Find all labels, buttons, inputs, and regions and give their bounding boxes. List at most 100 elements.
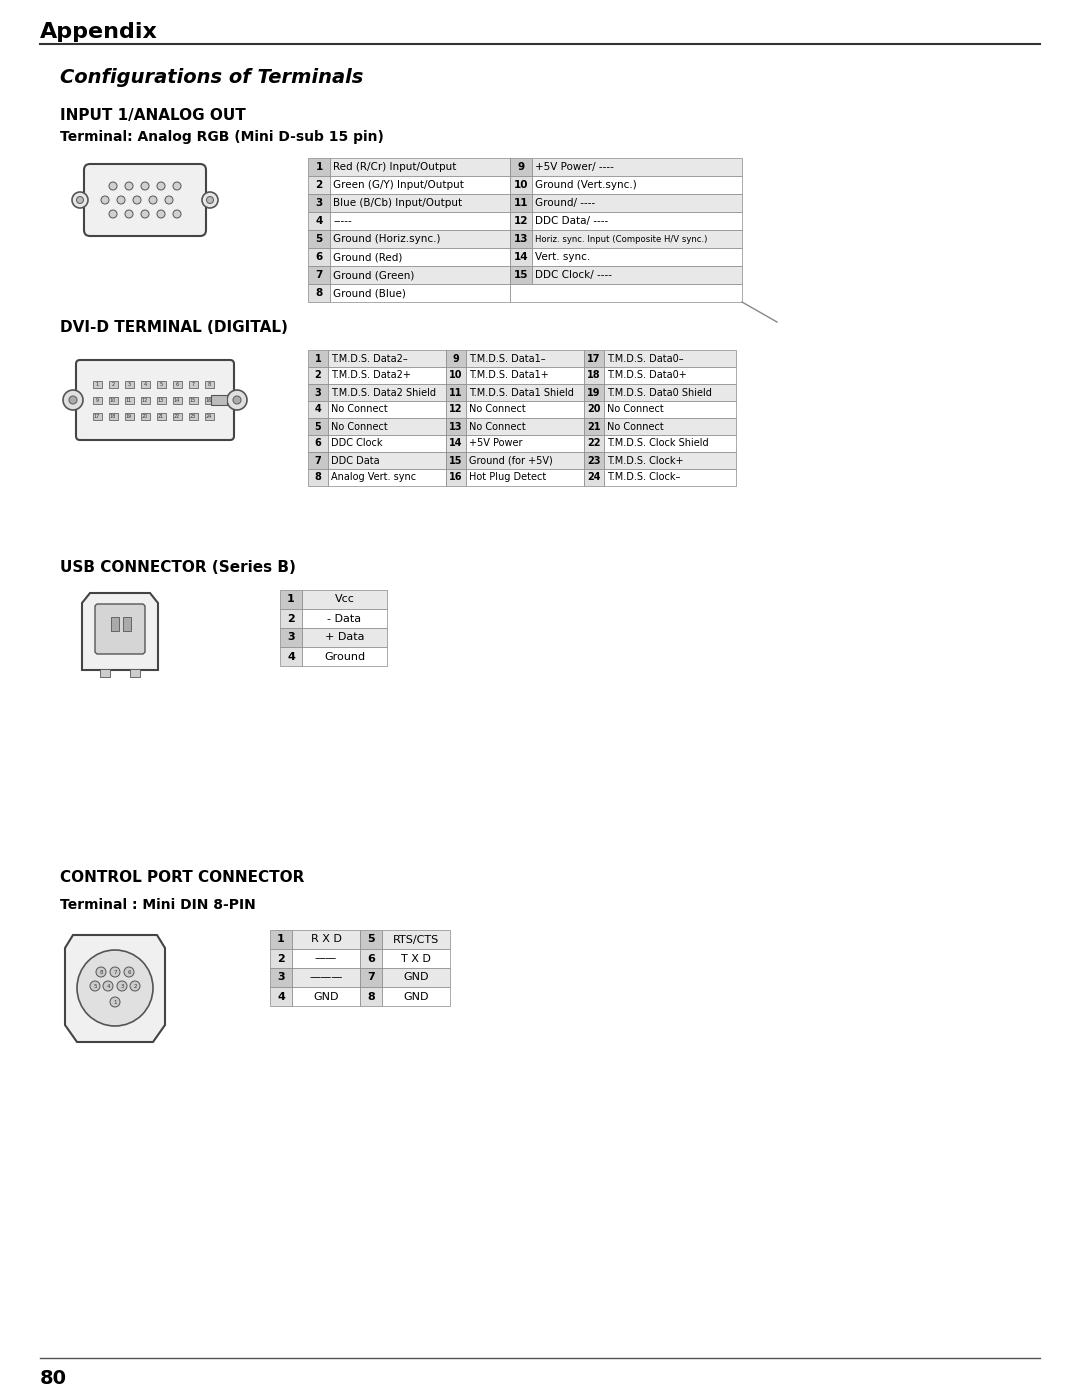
Bar [328, 367, 446, 384]
Bar [308, 367, 328, 384]
Bar [328, 401, 446, 418]
Text: T.M.D.S. Clock+: T.M.D.S. Clock+ [607, 455, 684, 465]
Text: 8: 8 [99, 970, 103, 975]
Bar [130, 669, 140, 678]
Text: DDC Data: DDC Data [330, 455, 380, 465]
Text: T.M.D.S. Data1 Shield: T.M.D.S. Data1 Shield [469, 387, 573, 398]
Text: 13: 13 [158, 398, 164, 402]
Text: Green (G/Y) Input/Output: Green (G/Y) Input/Output [333, 180, 464, 190]
Text: 15: 15 [190, 398, 197, 402]
Text: 4: 4 [106, 983, 110, 989]
Text: 5: 5 [160, 381, 163, 387]
Text: No Connect: No Connect [330, 405, 388, 415]
Bar [270, 949, 292, 968]
Bar [204, 412, 214, 419]
Circle shape [173, 210, 181, 218]
Bar [93, 380, 102, 387]
Bar [532, 265, 742, 284]
Bar [308, 351, 328, 367]
Text: T X D: T X D [401, 954, 431, 964]
Text: 1: 1 [113, 999, 117, 1004]
Text: 6: 6 [175, 381, 178, 387]
Text: 16: 16 [449, 472, 462, 482]
Text: 13: 13 [514, 235, 528, 244]
Text: 15: 15 [449, 455, 462, 465]
Circle shape [206, 197, 214, 204]
Text: 21: 21 [588, 422, 600, 432]
Bar [140, 380, 149, 387]
Text: 3: 3 [314, 387, 322, 398]
Bar [302, 629, 387, 647]
Bar [280, 590, 302, 609]
Bar [360, 968, 382, 988]
Text: 12: 12 [449, 405, 462, 415]
Text: 9: 9 [95, 398, 98, 402]
Bar [584, 384, 604, 401]
Bar [446, 351, 465, 367]
Text: 23: 23 [190, 414, 197, 419]
Bar [584, 418, 604, 434]
FancyBboxPatch shape [76, 360, 234, 440]
Text: 5: 5 [93, 983, 97, 989]
Text: T.M.D.S. Data0 Shield: T.M.D.S. Data0 Shield [607, 387, 712, 398]
Bar [308, 453, 328, 469]
Bar [604, 418, 735, 434]
Text: T.M.D.S. Data2–: T.M.D.S. Data2– [330, 353, 408, 363]
Bar [328, 351, 446, 367]
Bar [330, 284, 510, 302]
Bar [308, 194, 330, 212]
Bar [382, 988, 450, 1006]
Text: Blue (B/Cb) Input/Output: Blue (B/Cb) Input/Output [333, 198, 462, 208]
Text: No Connect: No Connect [330, 422, 388, 432]
Bar [108, 397, 118, 404]
Bar [465, 401, 584, 418]
Bar [157, 412, 165, 419]
Bar [308, 469, 328, 486]
Text: No Connect: No Connect [607, 405, 664, 415]
Bar [446, 418, 465, 434]
Text: 11: 11 [514, 198, 528, 208]
Bar [330, 176, 510, 194]
Text: +5V Power: +5V Power [469, 439, 523, 448]
Bar [100, 669, 110, 678]
Bar [604, 401, 735, 418]
Circle shape [110, 967, 120, 977]
Bar [328, 453, 446, 469]
Bar [584, 351, 604, 367]
Bar [292, 968, 360, 988]
Text: 2: 2 [278, 954, 285, 964]
Text: T.M.D.S. Data1+: T.M.D.S. Data1+ [469, 370, 549, 380]
Text: DDC Clock/ ----: DDC Clock/ ---- [535, 270, 612, 279]
Bar [382, 949, 450, 968]
Text: 8: 8 [315, 288, 323, 298]
Text: GND: GND [403, 972, 429, 982]
Text: 3: 3 [127, 381, 131, 387]
Text: Ground (Green): Ground (Green) [333, 270, 415, 279]
Text: R X D: R X D [311, 935, 341, 944]
Bar [308, 418, 328, 434]
Bar [360, 930, 382, 949]
Bar [446, 367, 465, 384]
Text: CONTROL PORT CONNECTOR: CONTROL PORT CONNECTOR [60, 870, 305, 886]
Text: 3: 3 [287, 633, 295, 643]
Text: Terminal : Mini DIN 8-PIN: Terminal : Mini DIN 8-PIN [60, 898, 256, 912]
Text: 1: 1 [287, 595, 295, 605]
Bar [532, 249, 742, 265]
Bar [124, 380, 134, 387]
Text: 14: 14 [449, 439, 462, 448]
Text: 13: 13 [449, 422, 462, 432]
Bar [270, 930, 292, 949]
Bar [302, 609, 387, 629]
Bar [308, 176, 330, 194]
Circle shape [90, 981, 100, 990]
Text: 11: 11 [449, 387, 462, 398]
Text: ——: —— [315, 954, 337, 964]
Text: Horiz. sync. Input (Composite H/V sync.): Horiz. sync. Input (Composite H/V sync.) [535, 235, 707, 243]
Text: GND: GND [403, 992, 429, 1002]
Text: Ground (Vert.sync.): Ground (Vert.sync.) [535, 180, 637, 190]
Circle shape [141, 182, 149, 190]
Bar [93, 397, 102, 404]
Text: 17: 17 [94, 414, 100, 419]
Bar [382, 968, 450, 988]
Text: 4: 4 [278, 992, 285, 1002]
